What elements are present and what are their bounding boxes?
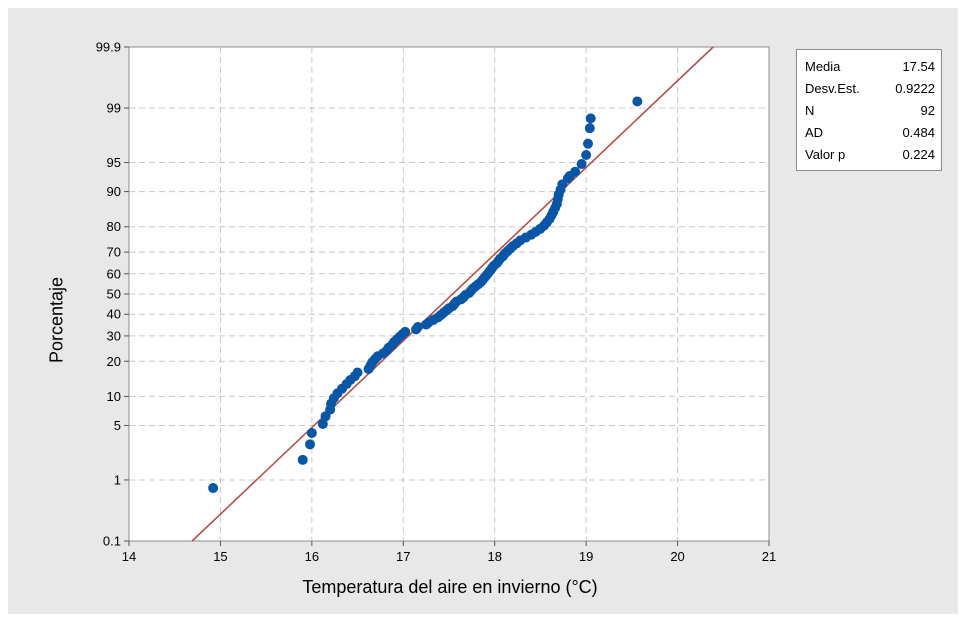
stats-row: Valor p 0.224 bbox=[805, 144, 935, 166]
y-tick-label: 40 bbox=[107, 307, 121, 322]
y-tick-label: 0.1 bbox=[103, 534, 121, 549]
x-tick-label: 21 bbox=[762, 549, 776, 564]
y-tick-label: 90 bbox=[107, 184, 121, 199]
stats-key: Valor p bbox=[805, 147, 846, 162]
data-point bbox=[400, 326, 411, 337]
data-point bbox=[632, 96, 643, 107]
stats-value: 0.484 bbox=[902, 125, 935, 140]
y-tick-label: 1 bbox=[114, 472, 121, 487]
y-tick-label: 20 bbox=[107, 354, 121, 369]
y-tick-label: 80 bbox=[107, 219, 121, 234]
data-point bbox=[584, 123, 595, 134]
y-tick-label: 50 bbox=[107, 287, 121, 302]
data-point bbox=[585, 113, 596, 124]
x-tick-label: 16 bbox=[305, 549, 319, 564]
data-point bbox=[317, 418, 328, 429]
stats-value: 17.54 bbox=[902, 59, 935, 74]
stats-row: Media 17.54 bbox=[805, 56, 935, 78]
fit-line-group bbox=[191, 46, 714, 542]
x-axis-label: Temperatura del aire en invierno (°C) bbox=[302, 577, 598, 597]
stats-row: AD 0.484 bbox=[805, 122, 935, 144]
x-tick-label: 15 bbox=[213, 549, 227, 564]
x-tick-label: 14 bbox=[122, 549, 136, 564]
data-point bbox=[305, 439, 316, 450]
data-point bbox=[352, 367, 363, 378]
data-point bbox=[412, 321, 423, 332]
stats-value: 0.9222 bbox=[895, 81, 935, 96]
stats-box: Media 17.54 Desv.Est. 0.9222 N 92 AD 0.4… bbox=[796, 49, 942, 171]
y-tick-label: 70 bbox=[107, 245, 121, 260]
y-tick-label: 60 bbox=[107, 266, 121, 281]
y-tick-label: 99.9 bbox=[96, 40, 121, 55]
data-point bbox=[576, 159, 587, 170]
x-tick-label: 17 bbox=[396, 549, 410, 564]
x-tick-label: 20 bbox=[670, 549, 684, 564]
y-tick-label: 10 bbox=[107, 389, 121, 404]
data-point bbox=[297, 454, 308, 465]
y-tick-label: 99 bbox=[107, 101, 121, 116]
x-tick-label: 19 bbox=[579, 549, 593, 564]
stats-row: Desv.Est. 0.9222 bbox=[805, 78, 935, 100]
fit-line bbox=[191, 46, 714, 542]
data-point bbox=[564, 171, 575, 182]
data-point bbox=[582, 138, 593, 149]
data-point bbox=[208, 483, 219, 494]
data-points bbox=[208, 96, 643, 494]
stats-key: Media bbox=[805, 59, 841, 74]
y-tick-label: 95 bbox=[107, 155, 121, 170]
stats-key: AD bbox=[805, 125, 824, 140]
stats-key: Desv.Est. bbox=[805, 81, 860, 96]
stats-value: 92 bbox=[920, 103, 935, 118]
stats-value: 0.224 bbox=[902, 147, 935, 162]
x-tick-label: 18 bbox=[487, 549, 501, 564]
y-tick-label: 5 bbox=[114, 418, 121, 433]
stats-key: N bbox=[805, 103, 815, 118]
data-point bbox=[306, 428, 317, 439]
axes: 14 15 16 17 18 19 20 210.1151020304050607080909… bbox=[96, 40, 777, 565]
y-axis-label: Porcentaje bbox=[46, 276, 67, 364]
y-tick-label: 30 bbox=[107, 328, 121, 343]
data-point bbox=[581, 149, 592, 160]
stats-row: N 92 bbox=[805, 100, 935, 122]
